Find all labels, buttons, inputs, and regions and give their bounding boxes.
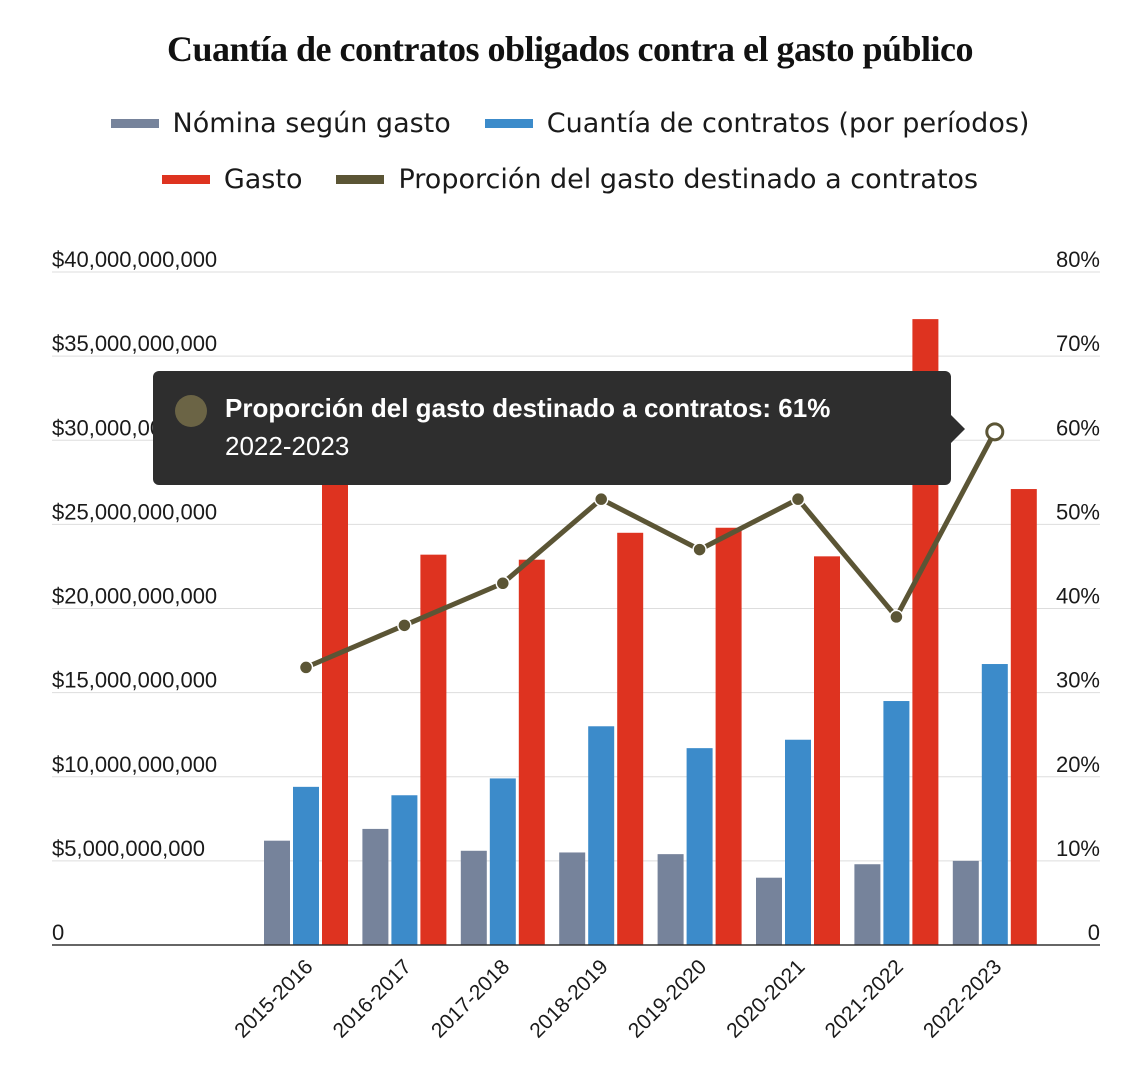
bar-cuantia	[293, 786, 319, 945]
legend-label-proporcion: Proporción del gasto destinado a contrat…	[398, 164, 979, 195]
bar-nomina	[264, 840, 290, 945]
bar-gasto	[322, 473, 348, 945]
y-right-tick-label: 50%	[1056, 499, 1100, 524]
chart-title: Cuantía de contratos obligados contra el…	[166, 29, 974, 69]
legend-item-cuantia[interactable]: Cuantía de contratos (por períodos)	[484, 108, 1030, 139]
x-tick-label: 2022-2023	[919, 955, 1006, 1042]
legend-swatch-proporcion	[336, 175, 385, 184]
legend-label-cuantia: Cuantía de contratos (por períodos)	[546, 108, 1030, 139]
y-right-tick-label: 60%	[1056, 415, 1100, 440]
y-left-tick-label: 0	[52, 920, 64, 945]
bar-nomina	[657, 854, 684, 945]
x-tick-label: 2016-2017	[329, 955, 416, 1042]
x-tick-label: 2017-2018	[427, 955, 514, 1042]
bar-gasto	[814, 556, 840, 945]
x-tick-label: 2015-2016	[230, 955, 317, 1042]
y-right-tick-label: 10%	[1056, 836, 1100, 861]
line-point	[397, 618, 412, 633]
y-left-tick-label: $40,000,000,000	[52, 247, 217, 272]
legend-label-nomina: Nómina según gasto	[172, 108, 451, 139]
line-point	[298, 660, 314, 675]
line-point	[692, 542, 707, 557]
y-left-tick-label: $5,000,000,000	[52, 836, 205, 861]
line-point	[593, 491, 609, 507]
bar-nomina	[460, 850, 487, 945]
bar-gasto	[420, 554, 447, 945]
legend-item-gasto[interactable]: Gasto	[161, 164, 303, 195]
tooltip: Proporción del gasto destinado a contrat…	[153, 371, 965, 485]
bar-nomina	[362, 828, 389, 945]
legend-row-2: Gasto Proporción del gasto destinado a c…	[0, 164, 1140, 195]
bar-cuantia	[883, 701, 910, 945]
y-right-tick-label: 0	[1088, 920, 1100, 945]
legend-swatch-cuantia	[484, 119, 533, 128]
y-right-tick-label: 30%	[1056, 668, 1100, 693]
y-left-tick-label: $25,000,000,000	[52, 499, 217, 524]
line-point-active	[985, 422, 1005, 442]
legend-item-nomina[interactable]: Nómina según gasto	[110, 108, 451, 139]
line-point	[889, 609, 904, 625]
legend-label-gasto: Gasto	[223, 164, 303, 195]
y-left-tick-label: $10,000,000,000	[52, 752, 217, 777]
bar-cuantia	[588, 726, 615, 945]
tooltip-series-marker-icon	[175, 395, 207, 427]
y-right-tick-label: 20%	[1056, 752, 1100, 777]
y-left-tick-label: $35,000,000,000	[52, 331, 217, 356]
bar-gasto	[518, 559, 545, 945]
tooltip-category: 2022-2023	[225, 431, 350, 461]
line-point	[495, 576, 511, 591]
line-proporcion	[305, 430, 998, 670]
bar-gasto	[617, 532, 644, 945]
y-left-tick-label: $15,000,000,000	[52, 668, 217, 693]
tooltip-title: Proporción del gasto destinado a contrat…	[225, 393, 831, 423]
bar-cuantia	[981, 664, 1008, 945]
bar-cuantia	[391, 795, 418, 945]
legend-row-1: Nómina según gasto Cuantía de contratos …	[0, 108, 1140, 139]
bar-cuantia	[686, 748, 713, 945]
legend-swatch-gasto	[161, 175, 210, 184]
y-right-tick-label: 80%	[1056, 247, 1100, 272]
bar-gasto	[1010, 489, 1037, 945]
x-tick-label: 2019-2020	[624, 955, 711, 1042]
bar-nomina	[559, 852, 586, 945]
y-left-tick-label: $20,000,000,000	[52, 584, 217, 609]
x-tick-label: 2021-2022	[821, 955, 908, 1042]
legend-swatch-nomina	[110, 119, 159, 128]
x-tick-label: 2020-2021	[722, 955, 809, 1042]
legend-item-proporcion[interactable]: Proporción del gasto destinado a contrat…	[336, 164, 978, 195]
x-tick-label: 2018-2019	[525, 955, 612, 1042]
bar-cuantia	[489, 778, 516, 945]
bar-cuantia	[785, 739, 811, 945]
y-right-tick-label: 40%	[1056, 584, 1100, 609]
bar-gasto	[715, 527, 742, 945]
y-right-tick-label: 70%	[1056, 331, 1100, 356]
line-point	[790, 491, 806, 507]
bar-nomina	[756, 877, 782, 945]
bar-nomina	[952, 860, 979, 945]
bar-nomina	[854, 864, 881, 945]
